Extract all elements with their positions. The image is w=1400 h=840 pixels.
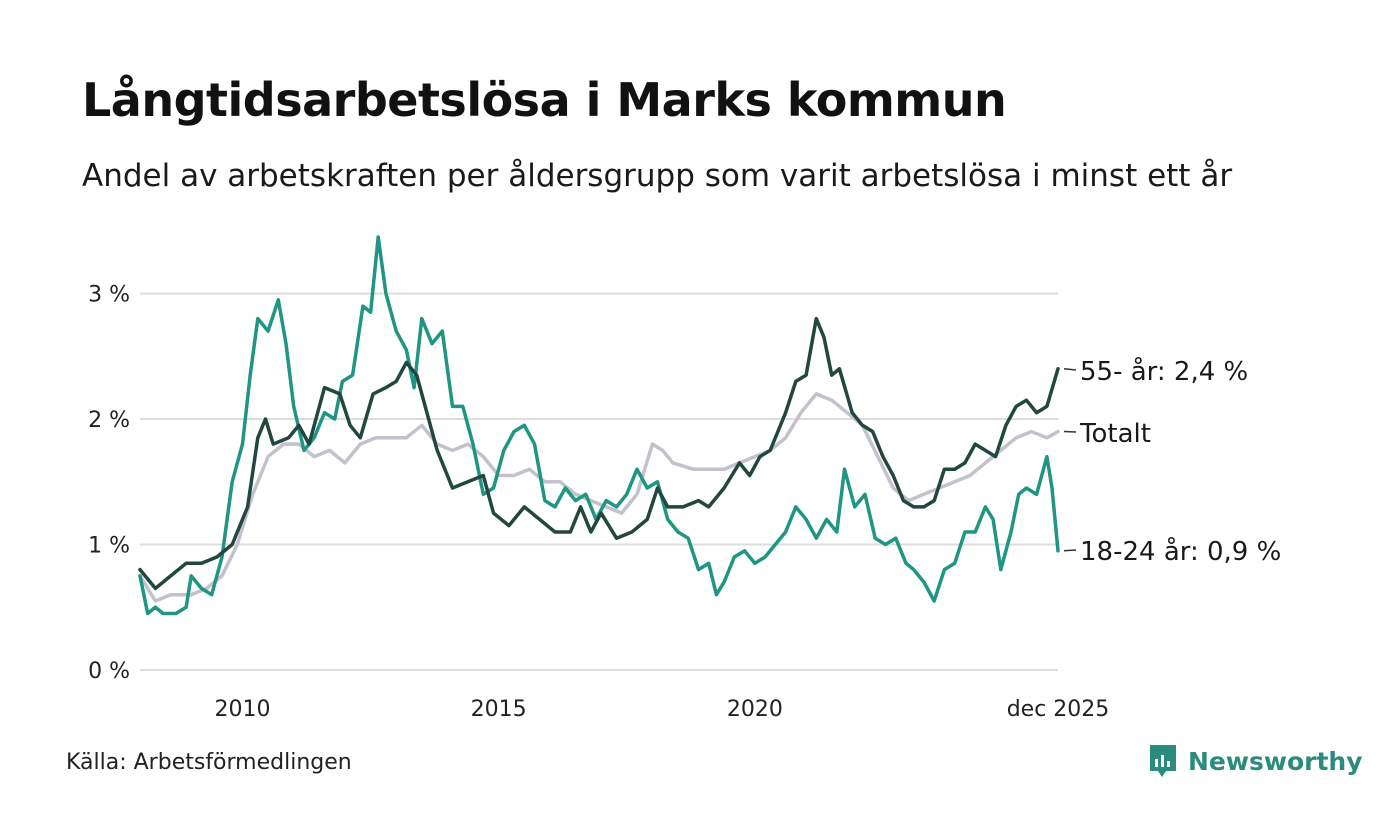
end-labels: Totalt 55- år: 2,4 % 18-24 år: 0,9 % <box>1063 356 1281 567</box>
x-tick-label: dec 2025 <box>1007 697 1110 722</box>
y-axis: 0 % 1 % 2 % 3 % <box>88 283 130 685</box>
y-tick-label: 0 % <box>88 659 130 684</box>
source-note: Källa: Arbetsförmedlingen <box>66 750 352 775</box>
y-tick-label: 1 % <box>88 534 130 559</box>
chart-title: Långtidsarbetslösa i Marks kommun <box>82 73 1007 127</box>
end-label-totalt: Totalt <box>1079 419 1151 449</box>
series-line-totalt <box>138 392 1060 603</box>
end-label-leader <box>1063 368 1077 371</box>
newsworthy-icon <box>1150 745 1176 777</box>
series-line-age-55 <box>138 316 1060 591</box>
brand-name: Newsworthy <box>1188 746 1363 776</box>
grid-layer <box>140 292 1058 671</box>
end-label-leader <box>1063 549 1077 552</box>
y-tick-label: 3 % <box>88 283 130 308</box>
end-label-age-18-24: 18-24 år: 0,9 % <box>1080 536 1281 567</box>
x-axis: 2010 2015 2020 dec 2025 <box>214 697 1109 722</box>
end-label-age-55: 55- år: 2,4 % <box>1080 356 1248 387</box>
newsworthy-logo: Newsworthy <box>1148 743 1363 779</box>
x-tick-label: 2015 <box>471 697 527 722</box>
y-tick-label: 2 % <box>88 408 130 433</box>
x-tick-label: 2010 <box>214 697 270 722</box>
series-layer <box>138 235 1060 616</box>
x-tick-label: 2020 <box>727 697 783 722</box>
chart-subtitle: Andel av arbetskraften per åldersgrupp s… <box>82 158 1233 194</box>
